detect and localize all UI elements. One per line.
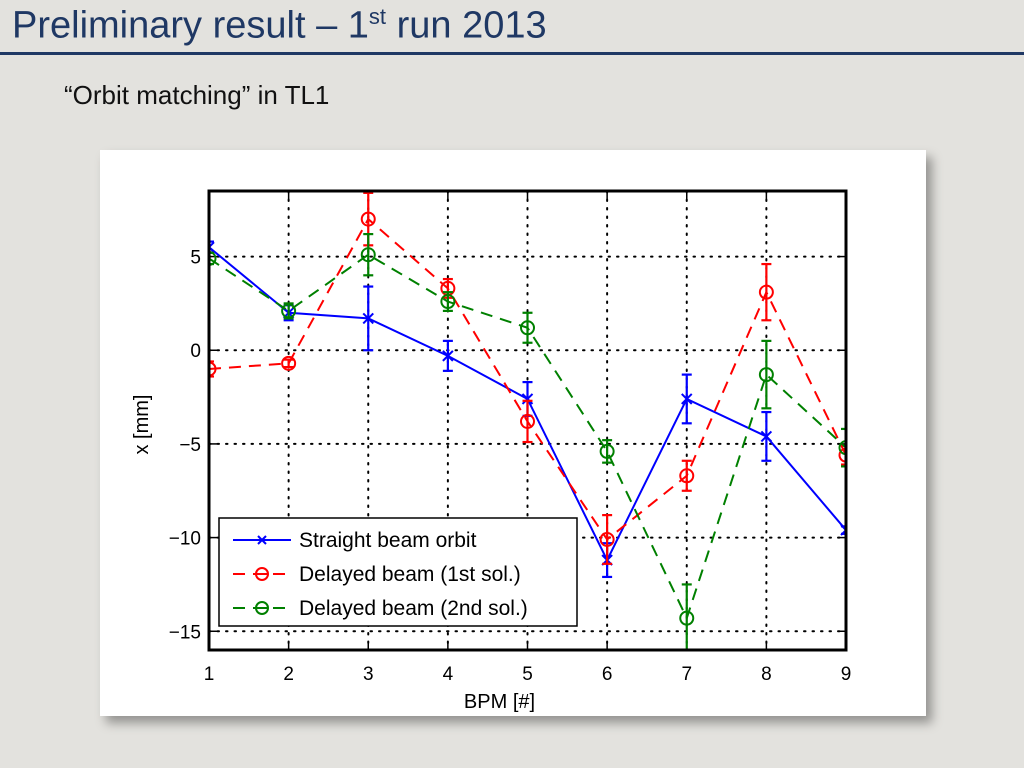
data-point bbox=[758, 367, 774, 383]
x-axis-label: BPM [#] bbox=[464, 691, 535, 713]
data-point bbox=[209, 361, 217, 377]
x-tick-label: 6 bbox=[602, 664, 613, 685]
y-tick-label: −5 bbox=[179, 435, 201, 456]
y-tick-label: 5 bbox=[190, 248, 201, 269]
x-tick-label: 9 bbox=[841, 664, 852, 685]
data-point bbox=[209, 250, 217, 266]
legend-entry-label: Delayed beam (1st sol.) bbox=[299, 563, 521, 586]
data-point bbox=[599, 443, 615, 459]
y-tick-label: −10 bbox=[169, 529, 201, 550]
slide-title-main: Preliminary result – 1 bbox=[12, 4, 369, 47]
slide-title-tail: run 2013 bbox=[386, 4, 547, 47]
x-tick-label: 5 bbox=[522, 664, 533, 685]
x-tick-label: 2 bbox=[283, 664, 294, 685]
plot-frame bbox=[207, 189, 848, 652]
data-point bbox=[281, 355, 297, 371]
data-point bbox=[681, 393, 693, 405]
data-point bbox=[840, 528, 846, 536]
data-point bbox=[442, 350, 454, 362]
data-point bbox=[758, 284, 774, 300]
slide-title: Preliminary result – 1st run 2013 bbox=[12, 4, 547, 48]
data-point bbox=[838, 440, 846, 456]
series-layer bbox=[209, 191, 846, 650]
orbit-chart: 1 2 3 4 5 6 7 8 9 5 0 −5 −10 −15 BPM [#] x [mm] Straight… bbox=[131, 189, 852, 713]
figure-panel: 1 2 3 4 5 6 7 8 9 5 0 −5 −10 −15 BPM [#] x [mm] Straight… bbox=[100, 150, 926, 716]
x-tick-label: 4 bbox=[443, 664, 454, 685]
x-tick-label: 8 bbox=[761, 664, 772, 685]
data-point bbox=[520, 413, 535, 429]
y-axis-label: x [mm] bbox=[131, 395, 153, 455]
data-point bbox=[281, 303, 297, 319]
data-point bbox=[679, 610, 695, 626]
data-point bbox=[679, 468, 695, 484]
slide-title-superscript: st bbox=[368, 4, 387, 29]
legend: Straight beam orbit Delayed beam (1st sol… bbox=[218, 517, 578, 627]
legend-entry-label: Delayed beam (2nd sol.) bbox=[299, 597, 528, 620]
data-point bbox=[360, 211, 376, 227]
series-2 bbox=[209, 191, 846, 565]
y-tick-label: 0 bbox=[190, 341, 201, 362]
data-point bbox=[209, 245, 215, 253]
slide-subtitle: “Orbit matching” in TL1 bbox=[64, 80, 330, 110]
data-point bbox=[840, 524, 846, 532]
x-tick-label: 7 bbox=[681, 664, 692, 685]
legend-entry-label: Straight beam orbit bbox=[299, 529, 477, 552]
series-3 bbox=[209, 232, 846, 650]
data-point bbox=[440, 294, 456, 310]
data-point bbox=[360, 247, 376, 263]
data-point bbox=[521, 393, 534, 405]
data-point bbox=[209, 241, 215, 249]
data-point bbox=[520, 320, 535, 336]
data-point bbox=[760, 430, 773, 443]
legend-marker bbox=[257, 535, 267, 545]
data-point bbox=[362, 312, 374, 325]
data-point bbox=[838, 447, 846, 463]
y-tick-label: −15 bbox=[169, 622, 201, 643]
x-tick-label: 1 bbox=[204, 664, 215, 685]
x-tick-label: 3 bbox=[363, 664, 374, 685]
title-divider bbox=[0, 52, 1024, 55]
data-point bbox=[599, 531, 615, 547]
